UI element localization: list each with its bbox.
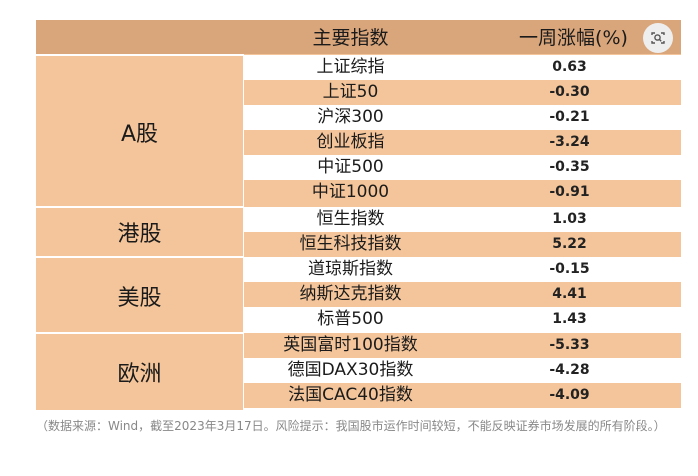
table-row: 恒生科技指数 5.22 — [243, 231, 681, 257]
index-change: -0.91 — [549, 184, 590, 200]
index-name: 英国富时100指数 — [283, 335, 418, 355]
index-name: 上证综指 — [316, 57, 385, 77]
header-change-label: 一周涨幅(%) — [519, 27, 628, 49]
index-change: -0.30 — [549, 84, 590, 100]
index-name: 纳斯达克指数 — [299, 284, 402, 304]
market-hong-kong: 港股 — [36, 206, 243, 256]
table-row: 上证综指 0.63 — [243, 54, 681, 80]
index-performance-table: 主要指数 一周涨幅(%) A股 上证综指 0.63 上证50 -0.30 沪深3… — [36, 20, 681, 410]
index-name: 中证1000 — [311, 182, 390, 202]
index-name: 法国CAC40指数 — [288, 385, 413, 405]
table-row: 创业板指 -3.24 — [243, 129, 681, 155]
index-name: 创业板指 — [316, 132, 385, 152]
index-name: 标普500 — [317, 309, 384, 329]
index-change: 1.43 — [552, 311, 587, 327]
index-name: 道琼斯指数 — [308, 259, 393, 279]
header-index-label: 主要指数 — [312, 27, 389, 49]
table-row: 道琼斯指数 -0.15 — [243, 256, 681, 282]
index-name: 恒生指数 — [316, 209, 385, 229]
index-change: 0.63 — [552, 59, 587, 75]
market-us: 美股 — [36, 256, 243, 333]
index-change: -4.28 — [549, 362, 590, 378]
index-name: 恒生科技指数 — [299, 234, 402, 254]
index-change: -3.24 — [549, 134, 590, 150]
market-europe: 欧洲 — [36, 332, 243, 410]
index-change: -5.33 — [549, 337, 590, 353]
table-row: 上证50 -0.30 — [243, 79, 681, 105]
table-row: 法国CAC40指数 -4.09 — [243, 382, 681, 408]
index-change: 5.22 — [552, 236, 587, 252]
index-change: -0.35 — [549, 159, 590, 175]
table-row: 纳斯达克指数 4.41 — [243, 281, 681, 307]
source-footnote: （数据来源：Wind，截至2023年3月17日。风险提示：我国股市运作时间较短，… — [36, 419, 666, 433]
table-row: 沪深300 -0.21 — [243, 104, 681, 130]
index-name: 中证500 — [317, 157, 384, 177]
table-row: 英国富时100指数 -5.33 — [243, 332, 681, 358]
camera-search-icon-glyph — [651, 32, 665, 44]
camera-search-icon[interactable] — [643, 23, 673, 53]
index-change: -0.21 — [549, 109, 590, 125]
index-change: 4.41 — [552, 286, 587, 302]
index-name: 沪深300 — [317, 107, 384, 127]
table-header: 主要指数 一周涨幅(%) — [36, 20, 681, 54]
index-change: 1.03 — [552, 211, 587, 227]
table-row: 德国DAX30指数 -4.28 — [243, 357, 681, 383]
table-row: 恒生指数 1.03 — [243, 206, 681, 232]
index-name: 上证50 — [322, 82, 379, 102]
index-name: 德国DAX30指数 — [287, 360, 414, 380]
table-row: 中证1000 -0.91 — [243, 179, 681, 205]
index-change: -4.09 — [549, 387, 590, 403]
market-a-shares: A股 — [36, 54, 243, 207]
table-row: 标普500 1.43 — [243, 306, 681, 332]
index-change: -0.15 — [549, 261, 590, 277]
table-row: 中证500 -0.35 — [243, 154, 681, 180]
column-divider — [243, 54, 244, 408]
